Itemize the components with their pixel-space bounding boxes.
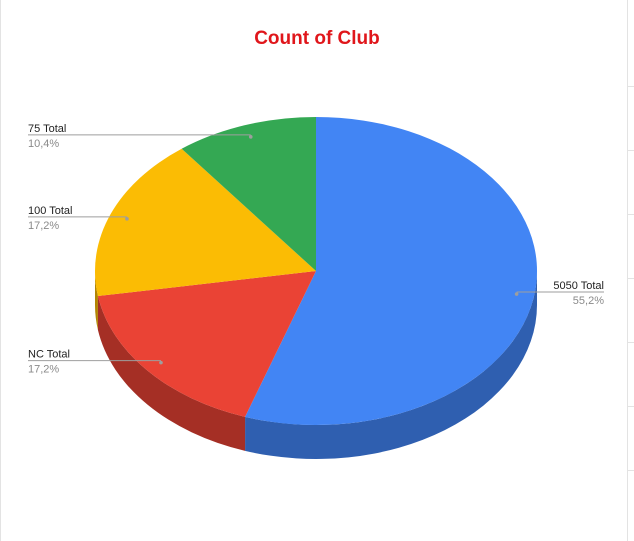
slice-label-1: NC Total	[28, 349, 70, 361]
leader-dot-3	[248, 135, 253, 139]
sheet-gridline	[0, 0, 1, 541]
pie-side-2	[95, 271, 98, 331]
sheet-gridline	[627, 470, 634, 471]
chart-title: Count of Club	[254, 28, 380, 49]
pie-slice-2[interactable]	[94, 148, 316, 297]
pie-labels: 5050 Total 55,2% NC Total 17,2% 100 Total 17,…	[28, 123, 604, 376]
leader-dot-0	[514, 292, 519, 296]
pie-top	[94, 117, 538, 425]
pie-side-0	[245, 271, 537, 459]
pie-slice-1[interactable]	[97, 271, 316, 417]
slice-percent-1: 17,2%	[28, 364, 59, 376]
pie-side-1	[97, 296, 246, 451]
sheet-gridline	[627, 150, 634, 151]
sheet-gridline	[627, 86, 634, 87]
sheet-gridline	[627, 0, 628, 541]
sheet-gridline	[627, 278, 634, 279]
sheet-gridline	[627, 406, 634, 407]
leader-dot-1	[159, 360, 163, 365]
pie-slice-3[interactable]	[181, 117, 316, 271]
slice-percent-0: 55,2%	[573, 295, 604, 307]
slice-percent-2: 17,2%	[28, 220, 59, 232]
slice-label-3: 75 Total	[28, 123, 66, 135]
slice-percent-3: 10,4%	[28, 138, 59, 150]
sheet-gridline	[627, 342, 634, 343]
slice-label-0: 5050 Total	[553, 280, 604, 292]
slice-label-2: 100 Total	[28, 205, 72, 217]
leader-dot-2	[125, 217, 129, 221]
sheet-gridline	[627, 214, 634, 215]
pie-slice-0[interactable]	[245, 117, 538, 425]
pie-sides	[95, 271, 537, 459]
